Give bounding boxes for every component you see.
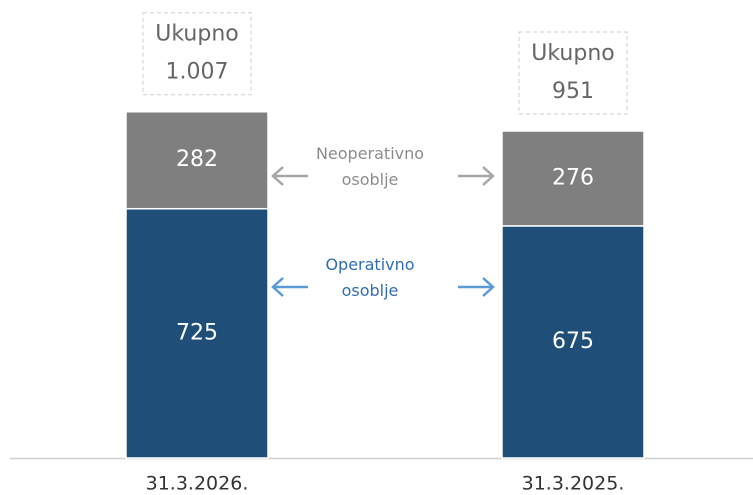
- total-label: Ukupno: [531, 41, 614, 66]
- arrow: [458, 277, 495, 297]
- legend-label: Operativno osoblje: [325, 255, 415, 300]
- total-label: Ukupno: [155, 22, 238, 47]
- bar-segment: [501, 130, 645, 227]
- x-tick-label: 31.3.2025.: [522, 473, 625, 495]
- bar-segment: [125, 110, 269, 210]
- bar-segment: [501, 225, 645, 459]
- total-value: 1.007: [166, 60, 229, 85]
- segment-label: 675: [552, 329, 594, 354]
- segment-label: 725: [176, 320, 218, 345]
- total-box: [142, 12, 252, 96]
- segment-label: 276: [552, 165, 594, 190]
- arrow: [271, 166, 308, 186]
- arrow: [271, 277, 308, 297]
- total-box: [518, 31, 628, 115]
- legend-label: Neoperativno osoblje: [315, 144, 425, 189]
- bar-segment: [125, 207, 269, 459]
- arrow: [458, 166, 495, 186]
- segment-label: 282: [176, 147, 218, 172]
- x-tick-label: 31.3.2026.: [146, 473, 249, 495]
- total-value: 951: [552, 79, 594, 104]
